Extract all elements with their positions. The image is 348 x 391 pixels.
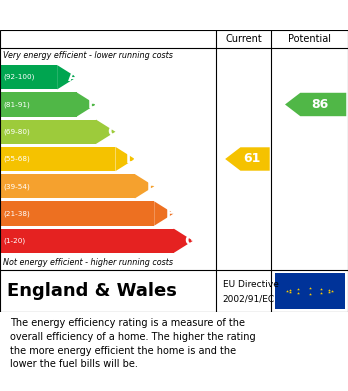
Bar [1,92,77,117]
Text: C: C [108,125,118,139]
Text: Energy Efficiency Rating: Energy Efficiency Rating [69,7,279,23]
Text: (21-38): (21-38) [4,210,31,217]
Text: E: E [147,179,156,193]
Bar [1,120,96,144]
Polygon shape [225,147,270,171]
Bar [1,147,116,171]
Text: F: F [166,206,175,221]
Text: (69-80): (69-80) [4,129,31,135]
Bar [1,174,135,199]
Text: Not energy efficient - higher running costs: Not energy efficient - higher running co… [3,258,174,267]
Text: 2002/91/EC: 2002/91/EC [223,295,275,304]
Text: Potential: Potential [288,34,331,44]
Polygon shape [174,229,193,253]
Text: (39-54): (39-54) [4,183,31,190]
Text: 61: 61 [243,152,261,165]
Text: Very energy efficient - lower running costs: Very energy efficient - lower running co… [3,51,173,60]
Text: D: D [126,152,138,166]
Text: 86: 86 [311,98,329,111]
Polygon shape [154,201,174,226]
Polygon shape [285,93,346,116]
Text: (1-20): (1-20) [4,237,26,244]
Polygon shape [135,174,154,199]
Bar [275,273,345,308]
Text: The energy efficiency rating is a measure of the
overall efficiency of a home. T: The energy efficiency rating is a measur… [10,318,256,369]
Text: Current: Current [225,34,262,44]
Polygon shape [77,92,96,117]
Text: G: G [184,234,196,248]
Bar [1,65,57,90]
Text: (81-91): (81-91) [4,101,31,108]
Polygon shape [57,65,77,90]
Text: A: A [68,70,79,84]
Text: (92-100): (92-100) [4,74,35,81]
Text: England & Wales: England & Wales [7,282,177,300]
Text: EU Directive: EU Directive [223,280,279,289]
Text: B: B [88,97,98,111]
Bar [1,229,174,253]
Text: (55-68): (55-68) [4,156,31,162]
Polygon shape [116,147,135,171]
Polygon shape [96,120,116,144]
Bar [1,201,154,226]
